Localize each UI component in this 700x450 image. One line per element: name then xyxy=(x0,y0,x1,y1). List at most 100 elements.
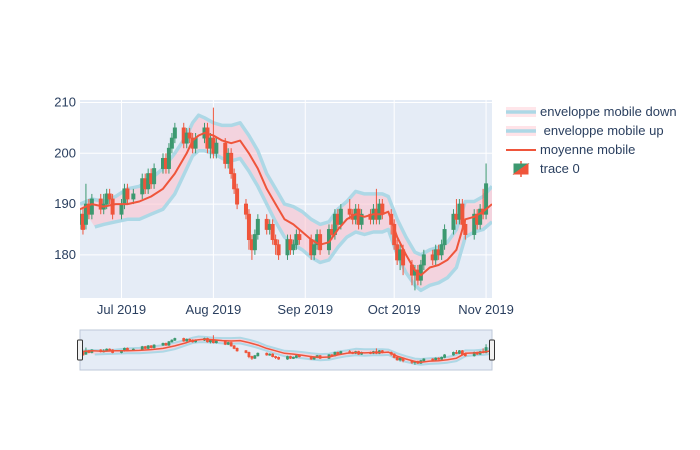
candle-increasing[interactable] xyxy=(478,204,483,230)
candle-increasing[interactable] xyxy=(312,239,317,260)
candle-body xyxy=(110,198,115,215)
candle-body xyxy=(143,346,147,349)
candle-decreasing xyxy=(229,341,233,347)
candle-decreasing[interactable] xyxy=(125,183,130,205)
candle-body xyxy=(297,234,302,241)
candle-decreasing[interactable] xyxy=(232,168,237,194)
candle-body xyxy=(232,173,237,190)
candle-decreasing xyxy=(182,337,186,342)
candle-increasing xyxy=(398,357,402,362)
candle-body xyxy=(149,345,153,348)
candle-decreasing xyxy=(164,342,168,346)
candle-body xyxy=(173,338,177,341)
candle-decreasing xyxy=(437,357,441,360)
candle-body xyxy=(244,350,248,353)
candle-increasing[interactable] xyxy=(359,209,364,230)
candle-decreasing[interactable] xyxy=(347,199,352,220)
candle-decreasing[interactable] xyxy=(243,199,248,220)
candle-body xyxy=(277,356,280,360)
legend-item-3[interactable]: moyenne mobile xyxy=(506,142,635,157)
candle-body xyxy=(437,357,441,360)
legend-item-4[interactable]: trace 0 xyxy=(512,161,580,177)
candle-body xyxy=(286,356,289,360)
candle-body xyxy=(232,345,236,349)
candle-increasing xyxy=(268,353,272,356)
axes: 180 190 200 210 Jul 2019 Aug 2019 Sep 2019 Oct … xyxy=(54,95,514,317)
candle-decreasing[interactable] xyxy=(107,188,112,205)
candle-body xyxy=(185,338,189,342)
candle-body xyxy=(108,348,112,351)
candle-increasing[interactable] xyxy=(421,249,426,271)
candle-increasing[interactable] xyxy=(255,214,260,240)
candle-body xyxy=(229,342,233,347)
y-tick-label: 190 xyxy=(54,196,76,211)
candle-decreasing[interactable] xyxy=(246,209,251,250)
candle-increasing xyxy=(294,354,298,359)
range-slider-marks xyxy=(80,335,492,366)
candle-body xyxy=(253,355,257,359)
candle-body xyxy=(347,208,352,215)
candle-decreasing[interactable] xyxy=(318,229,323,255)
legend-item-2[interactable]: enveloppe mobile up xyxy=(506,123,664,138)
candle-decreasing[interactable] xyxy=(273,234,278,255)
candle-body xyxy=(214,340,218,344)
candle-decreasing[interactable] xyxy=(297,229,302,245)
candle-increasing[interactable] xyxy=(169,133,174,154)
candle-body xyxy=(152,168,157,185)
candle-body xyxy=(484,183,489,215)
candle-increasing[interactable] xyxy=(451,209,456,235)
candle-increasing[interactable] xyxy=(214,138,219,159)
candle-increasing xyxy=(457,350,461,355)
candle-decreasing[interactable] xyxy=(460,199,465,230)
candle-decreasing[interactable] xyxy=(270,219,275,245)
candle-body xyxy=(452,352,455,356)
candle-decreasing[interactable] xyxy=(110,193,115,220)
candle-increasing[interactable] xyxy=(89,193,94,220)
range-slider-handles[interactable] xyxy=(77,339,495,361)
candle-increasing[interactable] xyxy=(166,143,171,174)
candle-body xyxy=(457,350,461,354)
candle-body xyxy=(89,198,94,215)
range-slider-right-handle[interactable] xyxy=(489,339,495,361)
legend-item-1[interactable]: enveloppe mobile down xyxy=(506,104,677,119)
candle-body xyxy=(188,338,192,341)
candle-decreasing[interactable] xyxy=(276,239,281,260)
candle-decreasing xyxy=(289,355,292,360)
candle-body xyxy=(256,352,260,357)
candle-decreasing[interactable] xyxy=(229,148,234,179)
candle-body xyxy=(146,345,150,349)
candle-increasing[interactable] xyxy=(439,239,444,260)
candle-body xyxy=(268,353,272,356)
candle-decreasing[interactable] xyxy=(187,127,192,144)
x-tick-label: Oct 2019 xyxy=(368,302,421,317)
candle-increasing xyxy=(452,351,455,356)
candle-body xyxy=(291,244,296,251)
candle-increasing xyxy=(167,340,171,346)
candle-decreasing xyxy=(277,356,280,360)
candle-body xyxy=(250,356,254,359)
legend-swatch-decreasing xyxy=(512,163,529,175)
candle-body xyxy=(182,338,186,342)
candle-decreasing xyxy=(188,338,192,341)
candle-increasing[interactable] xyxy=(252,229,257,255)
candle-body xyxy=(187,132,192,139)
candle-increasing[interactable] xyxy=(131,188,136,205)
candle-decreasing xyxy=(265,352,269,356)
candle-increasing[interactable] xyxy=(442,224,447,250)
candle-increasing xyxy=(146,345,150,350)
candle-body xyxy=(247,352,251,357)
candle-body xyxy=(297,355,301,358)
candle-increasing[interactable] xyxy=(172,122,177,144)
envelope-down-line xyxy=(94,149,492,293)
candle-decreasing xyxy=(455,350,458,355)
x-tick-label: Jul 2019 xyxy=(97,302,146,317)
candle-decreasing xyxy=(271,353,275,358)
candle-increasing[interactable] xyxy=(152,163,157,189)
candle-body xyxy=(107,193,112,200)
x-tick-label: Sep 2019 xyxy=(277,302,333,317)
main-plot-marks xyxy=(80,107,492,293)
candle-decreasing xyxy=(250,355,254,360)
range-slider-left-handle[interactable] xyxy=(77,339,83,361)
candle-decreasing[interactable] xyxy=(235,183,240,210)
candle-increasing[interactable] xyxy=(291,239,296,255)
